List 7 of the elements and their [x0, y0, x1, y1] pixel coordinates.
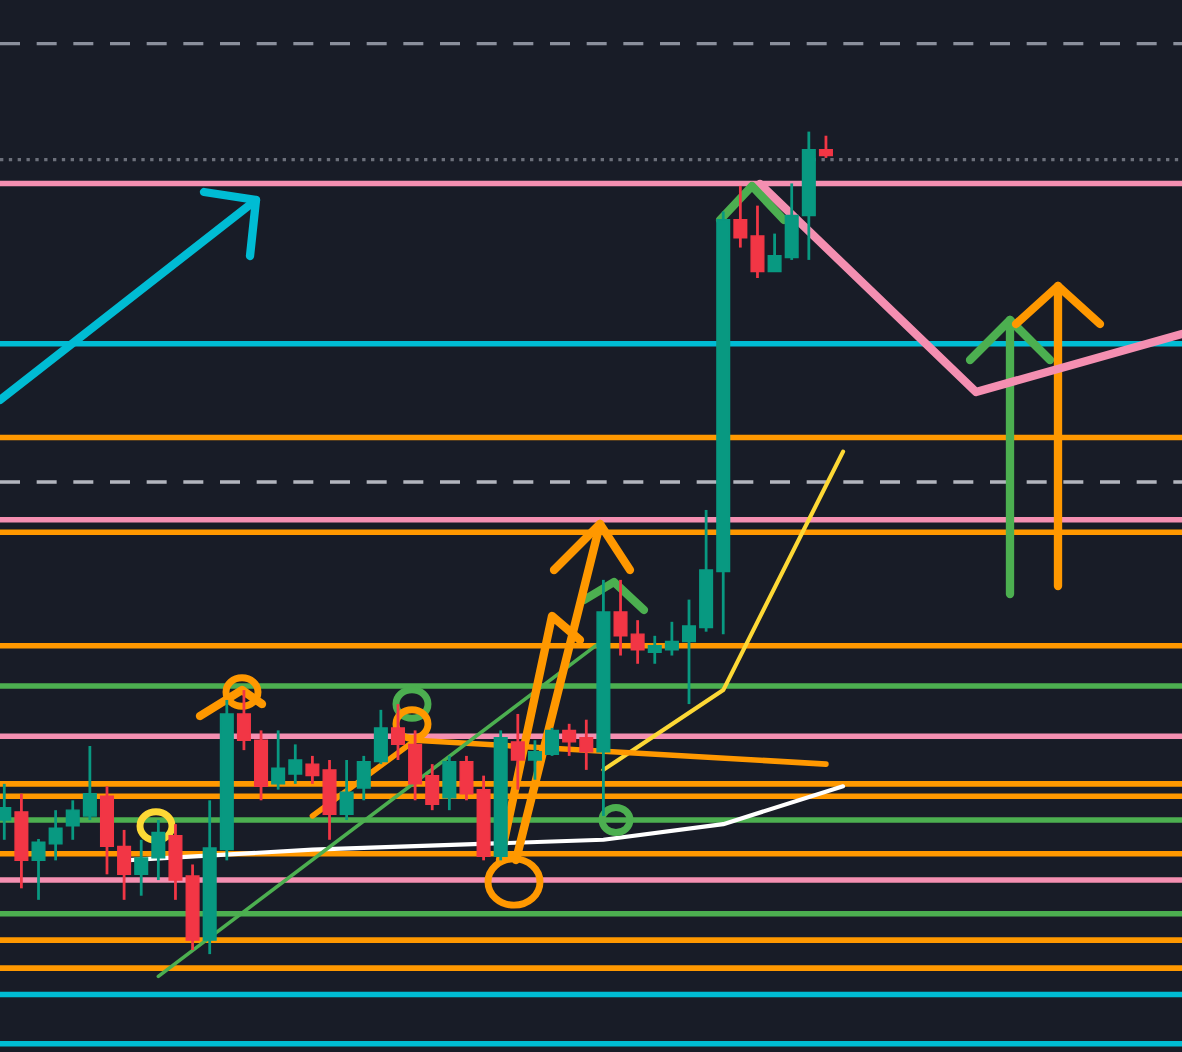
candlestick [510, 712, 525, 792]
candlestick [0, 782, 12, 842]
candlestick [818, 134, 833, 160]
candlestick [442, 754, 457, 812]
candlestick [339, 758, 354, 822]
candlestick [459, 754, 474, 802]
candlestick [168, 822, 183, 902]
